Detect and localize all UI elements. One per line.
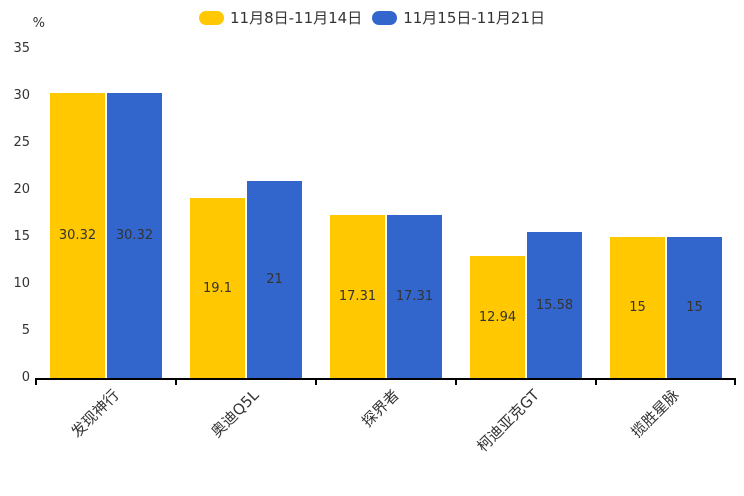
legend-swatch-week1 xyxy=(199,11,224,25)
bar-11月8日-11月14日-发现神行[interactable]: 30.32 xyxy=(50,93,105,378)
x-axis-tick xyxy=(315,378,317,385)
bar-value-label: 30.32 xyxy=(115,228,154,243)
y-axis-tick-label: 20 xyxy=(13,182,30,197)
bar-value-label: 15 xyxy=(629,300,646,315)
y-axis-tick-label: 25 xyxy=(13,135,30,150)
bar-11月15日-11月21日-柯迪亚克GT[interactable]: 15.58 xyxy=(527,232,582,378)
legend-label-week2: 11月15日-11月21日 xyxy=(403,8,545,27)
x-axis-tick xyxy=(175,378,177,385)
legend-item-week1[interactable]: 11月8日-11月14日 xyxy=(199,8,363,27)
bar-value-label: 15 xyxy=(686,300,703,315)
x-axis-line xyxy=(35,378,736,380)
x-axis-tick xyxy=(35,378,37,385)
x-axis-tick xyxy=(595,378,597,385)
bar-11月15日-11月21日-发现神行[interactable]: 30.32 xyxy=(107,93,162,378)
x-axis-tick xyxy=(734,378,736,385)
x-axis-category-label: 揽胜星脉 xyxy=(627,386,683,442)
bar-11月8日-11月14日-奥迪Q5L[interactable]: 19.1 xyxy=(190,198,245,378)
x-axis-category-label: 柯迪亚克GT xyxy=(473,386,543,456)
bar-value-label: 30.32 xyxy=(58,228,97,243)
x-axis-category-label: 发现神行 xyxy=(67,386,123,442)
x-axis-category-label: 奥迪Q5L xyxy=(207,386,263,441)
bar-11月15日-11月21日-奥迪Q5L[interactable]: 21 xyxy=(247,181,302,378)
legend-item-week2[interactable]: 11月15日-11月21日 xyxy=(372,8,545,27)
bar-value-label: 17.31 xyxy=(338,289,377,304)
y-axis-tick-label: 30 xyxy=(13,88,30,103)
x-axis-tick xyxy=(455,378,457,385)
bar-value-label: 12.94 xyxy=(478,309,517,325)
y-axis-tick-label: 0 xyxy=(21,370,30,385)
bar-11月15日-11月21日-揽胜星脉[interactable]: 15 xyxy=(667,237,722,378)
bar-11月15日-11月21日-探界者[interactable]: 17.31 xyxy=(387,215,442,378)
y-axis-tick-label: 35 xyxy=(13,41,30,56)
x-axis-category-label: 探界者 xyxy=(358,386,403,431)
bar-11月8日-11月14日-柯迪亚克GT[interactable]: 12.94 xyxy=(470,256,525,378)
y-axis-tick-label: 10 xyxy=(13,276,30,291)
y-axis-tick-label: 15 xyxy=(13,229,30,244)
bar-value-label: 19.1 xyxy=(203,280,232,296)
bar-value-label: 15.58 xyxy=(535,297,574,313)
legend-label-week1: 11月8日-11月14日 xyxy=(230,8,363,27)
bar-value-label: 21 xyxy=(266,272,283,287)
y-axis-tick-label: 5 xyxy=(21,323,30,338)
bar-value-label: 17.31 xyxy=(395,289,434,304)
bar-11月8日-11月14日-揽胜星脉[interactable]: 15 xyxy=(610,237,665,378)
legend: 11月8日-11月14日 11月15日-11月21日 xyxy=(0,8,744,28)
legend-swatch-week2 xyxy=(372,11,398,25)
y-axis-unit-label: % xyxy=(32,16,45,31)
bar-11月8日-11月14日-探界者[interactable]: 17.31 xyxy=(330,215,385,378)
